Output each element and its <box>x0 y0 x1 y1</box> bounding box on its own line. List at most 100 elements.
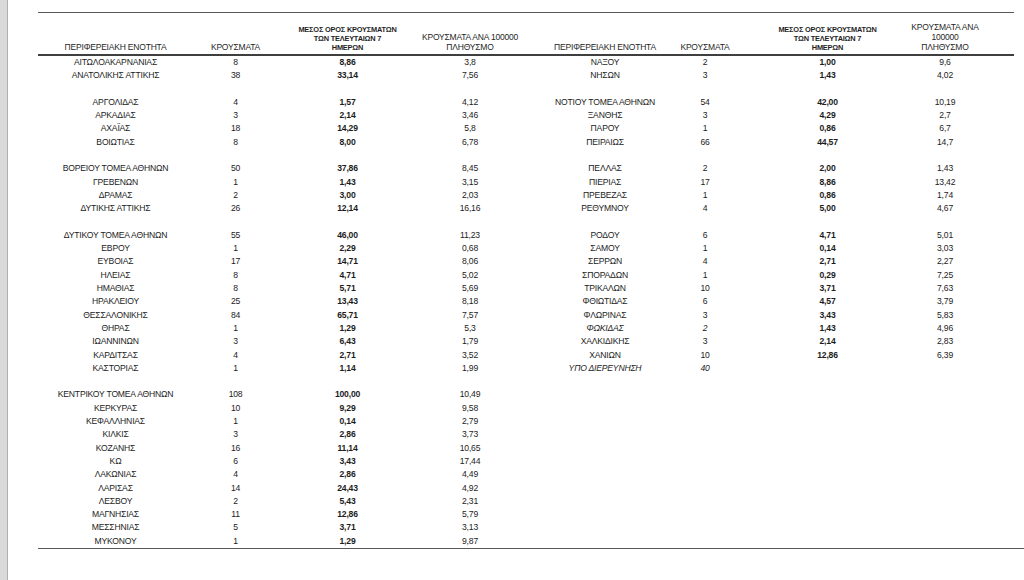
spacer <box>985 335 1014 348</box>
cases-cell: 55 <box>193 229 278 242</box>
avg7-cell <box>750 455 905 468</box>
spacer <box>523 242 550 255</box>
cases-cell: 10 <box>193 402 278 415</box>
cases-cell: 3 <box>193 428 278 441</box>
spacer <box>985 388 1014 401</box>
per100k-cell <box>905 388 985 401</box>
region-cell: ΔΡΑΜΑΣ <box>38 189 193 202</box>
spacer <box>985 69 1014 82</box>
spacer <box>985 322 1014 335</box>
region-cell <box>550 521 660 534</box>
avg7-cell: 2,71 <box>278 349 417 362</box>
cases-cell: 4 <box>660 255 750 268</box>
cases-by-regional-unit-table: ΠΕΡΙΦΕΡΕΙΑΚΗ ΕΝΟΤΗΤΑ ΚΡΟΥΣΜΑΤΑ ΜΕΣΟΣ ΟΡΟ… <box>38 12 1014 548</box>
avg7-cell: 8,86 <box>750 176 905 189</box>
region-cell: ΝΟΤΙΟΥ ΤΟΜΕΑ ΑΘΗΝΩΝ <box>550 96 660 109</box>
cases-cell: 4 <box>193 349 278 362</box>
spacer <box>523 202 550 215</box>
cases-cell: 3 <box>193 335 278 348</box>
avg7-cell <box>750 442 905 455</box>
avg7-cell <box>750 149 905 162</box>
table-row <box>38 216 1014 229</box>
per100k-cell: 5,83 <box>905 309 985 322</box>
region-cell <box>38 216 193 229</box>
per100k-cell <box>905 415 985 428</box>
table-body: ΑΙΤΩΛΟΑΚΑΡΝΑΝΙΑΣ88,863,8ΝΑΞΟΥ21,009,6ΑΝΑ… <box>38 56 1014 548</box>
spacer <box>985 269 1014 282</box>
cases-cell <box>660 415 750 428</box>
cases-cell: 6 <box>193 455 278 468</box>
cases-cell: 54 <box>660 96 750 109</box>
per100k-cell: 14,7 <box>905 136 985 149</box>
avg7-cell: 1,43 <box>750 69 905 82</box>
region-cell <box>550 388 660 401</box>
per100k-cell <box>905 149 985 162</box>
table-row: ΚΕΡΚΥΡΑΣ109,299,58 <box>38 402 1014 415</box>
spacer <box>523 269 550 282</box>
table-row: ΛΑΚΩΝΙΑΣ42,864,49 <box>38 468 1014 481</box>
per100k-cell: 8,18 <box>417 295 523 308</box>
spacer <box>523 415 550 428</box>
per100k-cell <box>417 216 523 229</box>
per100k-cell: 16,16 <box>417 202 523 215</box>
region-cell <box>38 83 193 96</box>
avg7-cell: 2,00 <box>750 162 905 175</box>
region-cell: ΠΑΡΟΥ <box>550 122 660 135</box>
cases-cell: 1 <box>660 122 750 135</box>
table-row: ΒΟΙΩΤΙΑΣ88,006,78ΠΕΙΡΑΙΩΣ6644,5714,7 <box>38 136 1014 149</box>
cases-cell: 10 <box>660 349 750 362</box>
spacer <box>985 375 1014 388</box>
per100k-cell <box>905 468 985 481</box>
table-row: ΑΝΑΤΟΛΙΚΗΣ ΑΤΤΙΚΗΣ3833,147,56ΝΗΣΩΝ31,434… <box>38 69 1014 82</box>
table-row <box>38 149 1014 162</box>
avg7-cell <box>750 362 905 375</box>
spacer <box>523 282 550 295</box>
per100k-cell <box>905 482 985 495</box>
per100k-cell: 3,8 <box>417 56 523 69</box>
cases-cell: 40 <box>660 362 750 375</box>
avg7-cell: 14,71 <box>278 255 417 268</box>
spacer <box>523 428 550 441</box>
cases-cell <box>660 375 750 388</box>
table-row: ΚΑΡΔΙΤΣΑΣ42,713,52ΧΑΝΙΩΝ1012,866,39 <box>38 349 1014 362</box>
spacer <box>523 136 550 149</box>
per100k-cell: 2,31 <box>417 495 523 508</box>
region-cell: ΑΡΚΑΔΙΑΣ <box>38 109 193 122</box>
avg7-cell: 14,29 <box>278 122 417 135</box>
per100k-cell <box>905 362 985 375</box>
avg7-cell <box>750 535 905 548</box>
per100k-cell: 3,03 <box>905 242 985 255</box>
cases-cell: 108 <box>193 388 278 401</box>
cases-cell <box>660 388 750 401</box>
per100k-cell <box>905 375 985 388</box>
avg7-cell: 44,57 <box>750 136 905 149</box>
cases-cell: 25 <box>193 295 278 308</box>
avg7-cell: 2,71 <box>750 255 905 268</box>
table-row: ΜΑΓΝΗΣΙΑΣ1112,865,79 <box>38 508 1014 521</box>
table-row: ΚΙΛΚΙΣ32,863,73 <box>38 428 1014 441</box>
region-cell: ΑΡΓΟΛΙΔΑΣ <box>38 96 193 109</box>
region-cell <box>550 455 660 468</box>
table-row: ΒΟΡΕΙΟΥ ΤΟΜΕΑ ΑΘΗΝΩΝ5037,868,45ΠΕΛΛΑΣ22,… <box>38 162 1014 175</box>
region-cell: ΘΕΣΣΑΛΟΝΙΚΗΣ <box>38 309 193 322</box>
table-row: ΑΡΓΟΛΙΔΑΣ41,574,12ΝΟΤΙΟΥ ΤΟΜΕΑ ΑΘΗΝΩΝ544… <box>38 96 1014 109</box>
cases-cell <box>660 402 750 415</box>
spacer <box>985 96 1014 109</box>
per100k-cell: 7,56 <box>417 69 523 82</box>
cases-cell <box>660 83 750 96</box>
table-row: ΗΛΕΙΑΣ84,715,02ΣΠΟΡΑΔΩΝ10,297,25 <box>38 269 1014 282</box>
per100k-cell: 5,01 <box>905 229 985 242</box>
spacer <box>523 149 550 162</box>
regional-cases-report-page: ΠΕΡΙΦΕΡΕΙΑΚΗ ΕΝΟΤΗΤΑ ΚΡΟΥΣΜΑΤΑ ΜΕΣΟΣ ΟΡΟ… <box>0 0 1024 580</box>
avg7-cell: 12,14 <box>278 202 417 215</box>
spacer <box>985 149 1014 162</box>
per100k-cell: 1,43 <box>905 162 985 175</box>
cases-cell: 5 <box>193 521 278 534</box>
avg7-cell: 0,86 <box>750 189 905 202</box>
per100k-cell: 7,25 <box>905 269 985 282</box>
column-header-region-right: ΠΕΡΙΦΕΡΕΙΑΚΗ ΕΝΟΤΗΤΑ <box>550 42 660 54</box>
avg7-cell: 13,43 <box>278 295 417 308</box>
avg7-cell <box>750 375 905 388</box>
table-row: ΜΕΣΣΗΝΙΑΣ53,713,13 <box>38 521 1014 534</box>
avg7-cell: 1,43 <box>278 176 417 189</box>
